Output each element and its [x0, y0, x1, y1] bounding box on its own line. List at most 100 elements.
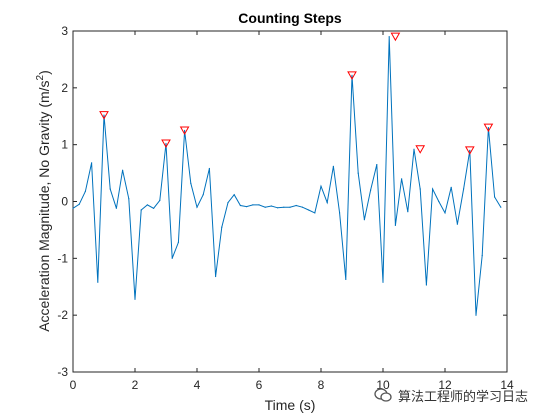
- series-point: [438, 200, 440, 203]
- series-point: [370, 189, 372, 191]
- series-point: [357, 172, 359, 174]
- x-tick-label: 2: [132, 378, 139, 392]
- x-tick-label: 6: [256, 378, 263, 392]
- peak-marker: [161, 139, 171, 149]
- peak-marker: [390, 32, 401, 42]
- series-point: [78, 203, 80, 205]
- series-point: [444, 212, 446, 214]
- x-tick-label: 8: [318, 378, 325, 392]
- series-point: [301, 206, 303, 208]
- series-point: [481, 254, 483, 257]
- x-tick-label: 12: [438, 378, 452, 392]
- series-point: [463, 188, 465, 190]
- series-point: [388, 36, 390, 38]
- series-point: [401, 178, 403, 180]
- series-point: [109, 188, 111, 190]
- series-point: [264, 206, 266, 208]
- x-tick-label: 0: [70, 378, 77, 392]
- series-point: [351, 74, 353, 76]
- y-axis-label: Acceleration Magnitude, No Gravity (m/s2…: [35, 70, 52, 332]
- series-point: [419, 188, 421, 190]
- x-tick-label: 14: [500, 378, 514, 392]
- series-point: [469, 149, 471, 151]
- series-point: [233, 194, 235, 196]
- series-point: [227, 202, 229, 204]
- series-point: [308, 209, 310, 211]
- series-point: [425, 284, 427, 286]
- series-point: [128, 198, 130, 200]
- series-point: [332, 165, 334, 167]
- peak-markers: [99, 32, 494, 155]
- peak-marker: [347, 71, 357, 80]
- x-tick-label: 4: [194, 378, 201, 392]
- series-point: [115, 207, 117, 209]
- series-point: [239, 204, 241, 207]
- series-point: [295, 204, 297, 207]
- series-point: [363, 219, 365, 221]
- x-axis-ticks: 0 2 4 6 8 10 12 14: [70, 31, 514, 392]
- series-point: [339, 212, 341, 214]
- series-point: [270, 205, 272, 207]
- y-tick-label: -3: [57, 365, 68, 379]
- series-point: [475, 314, 477, 316]
- series-point: [215, 275, 217, 278]
- y-axis-ticks: -3 -2 -1 0 1 2 3: [57, 24, 507, 379]
- series-point: [326, 202, 328, 204]
- series-point: [456, 223, 458, 225]
- series-point: [103, 114, 105, 116]
- series-point: [208, 167, 210, 170]
- plot-area: [72, 30, 508, 373]
- series-point: [289, 206, 291, 208]
- series-point: [258, 204, 260, 206]
- series-point: [450, 186, 452, 188]
- series-point: [159, 199, 161, 201]
- y-tick-label: 0: [61, 195, 68, 209]
- series-point: [190, 182, 192, 184]
- series-point: [196, 206, 198, 208]
- series-point: [345, 278, 347, 280]
- series-point: [84, 190, 86, 192]
- chat-bubble-icon: [374, 388, 392, 402]
- y-axis-label-end: ): [36, 70, 52, 75]
- series-point: [140, 209, 142, 211]
- series-point: [171, 257, 173, 259]
- series-point: [153, 207, 155, 209]
- y-tick-label: 2: [61, 81, 68, 95]
- series-point: [202, 194, 204, 196]
- watermark: 算法工程师的学习日志: [374, 384, 528, 406]
- series-point: [122, 169, 124, 171]
- series-points: [72, 36, 502, 316]
- series-point: [146, 204, 148, 206]
- y-tick-label: -2: [57, 308, 68, 322]
- peak-marker: [99, 111, 109, 120]
- series-point: [432, 188, 434, 190]
- series-point: [221, 226, 223, 228]
- peak-marker: [415, 145, 426, 154]
- series-point: [252, 204, 254, 206]
- peak-marker: [483, 123, 494, 133]
- series-point: [376, 164, 378, 166]
- peak-marker: [179, 126, 190, 135]
- y-axis-label-main: Acceleration Magnitude, No Gravity (m/s: [36, 80, 52, 331]
- series-point: [246, 206, 248, 208]
- series-line: [72, 36, 502, 316]
- series-point: [134, 298, 136, 300]
- y-tick-label: 1: [61, 138, 68, 152]
- series-point: [320, 185, 322, 187]
- series-point: [97, 281, 99, 283]
- series-point: [382, 281, 384, 283]
- series-point: [177, 241, 179, 243]
- series-point: [394, 224, 396, 226]
- series-point: [314, 212, 316, 214]
- watermark-text: 算法工程师的学习日志: [398, 389, 529, 405]
- series-point: [494, 196, 496, 198]
- peak-marker: [464, 146, 475, 155]
- x-axis-label: Time (s): [265, 397, 316, 413]
- y-axis-label-superscript: 2: [35, 74, 46, 80]
- y-tick-label: -1: [57, 251, 68, 265]
- series-point: [72, 207, 74, 209]
- y-tick-label: 3: [61, 24, 68, 38]
- series-point: [500, 206, 502, 208]
- series-point: [407, 211, 409, 213]
